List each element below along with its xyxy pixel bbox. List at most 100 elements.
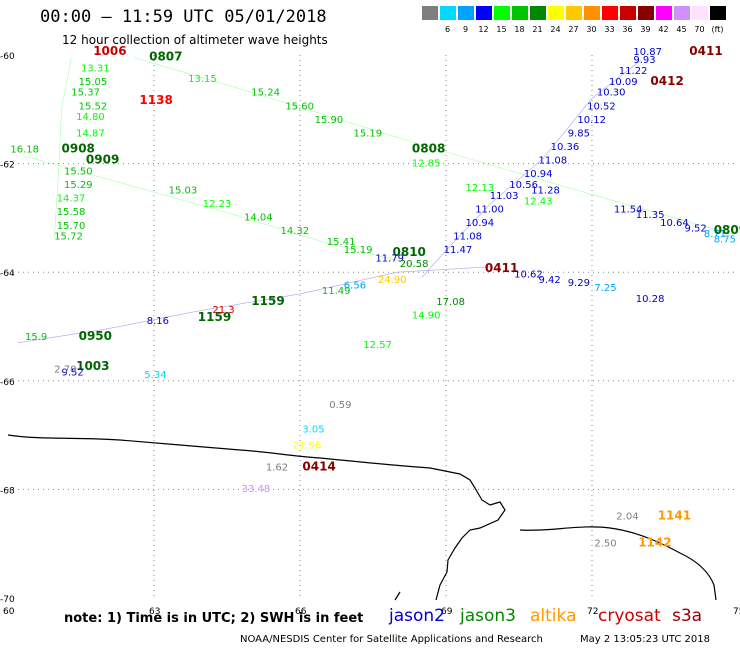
pass-time-label: 1006 [93,44,126,58]
wave-height-value: 15.90 [315,115,344,126]
color-swatch [656,6,673,20]
wave-height-value: 11.35 [636,210,665,221]
color-scale-label: 9 [462,25,469,34]
lon-tick-label: 75 [733,607,740,617]
pass-time-label: 0807 [149,49,182,63]
wave-height-value: 12.57 [363,340,392,351]
wave-height-value: 0.59 [329,400,351,411]
color-scale-label: (ft) [711,25,724,34]
color-swatch [548,6,565,20]
color-scale-label: 70 [694,25,705,34]
lat-lon-grid [8,55,738,598]
color-scale-label: 21 [532,25,543,34]
wave-height-value: 16.18 [10,145,39,156]
wave-height-value: 2.04 [616,511,638,522]
color-swatch [602,6,619,20]
wave-height-value: 10.09 [609,77,638,88]
color-scale-label: 6 [444,25,451,34]
wave-height-value: 15.19 [344,245,373,256]
color-swatch [494,6,511,20]
track-line [134,57,734,235]
note-text: note: 1) Time is in UTC; 2) SWH is in fe… [64,611,364,626]
wave-height-value: 11.03 [490,191,519,202]
wave-height-value: 7.25 [594,283,616,294]
color-scale-label: 18 [514,25,525,34]
color-swatch [530,6,547,20]
wave-height-value: 15.50 [64,167,93,178]
footer-timestamp: May 2 13:05:23 UTC 2018 [580,634,710,645]
wave-height-value: 14.80 [76,112,105,123]
wave-height-value: 15.60 [285,101,314,112]
wave-height-value: 21.3 [212,305,234,316]
pass-time-label: 1141 [658,508,691,522]
wave-height-value: 9.93 [633,55,655,66]
wave-height-value: 11.49 [322,286,351,297]
track-line [53,57,72,240]
wave-height-value: 10.87 [633,47,662,58]
wave-height-value: 21.96 [293,441,322,452]
wave-height-value: 11.54 [614,205,643,216]
wave-height-value: 10.12 [577,115,606,126]
color-scale-label: 33 [604,25,615,34]
wave-height-value: 12.43 [524,196,553,207]
wave-height-value: 10.28 [636,294,665,305]
color-scale-label: 27 [568,25,579,34]
pass-time-label: 0411 [485,261,518,275]
wave-height-value: 15.19 [354,128,383,139]
wave-height-value: 15.24 [251,88,280,99]
wave-height-value: 15.03 [169,186,198,197]
wave-height-value: 1.62 [266,462,288,473]
lat-tick-label: -70 [0,595,15,605]
lat-tick-label: -64 [0,269,15,279]
lat-tick-label: -62 [0,161,15,171]
wave-height-value: 11.22 [619,66,648,77]
lon-tick-label: 60 [3,607,15,617]
wave-height-value: 15.9 [25,332,47,343]
wave-height-value: 20.58 [400,259,429,270]
wave-height-value: 15.29 [64,180,93,191]
wave-height-value: 14.87 [76,128,105,139]
lon-tick-label: 69 [441,607,453,617]
color-swatch [440,6,457,20]
wave-height-value: 15.58 [57,207,86,218]
wave-height-value: 33.48 [242,484,271,495]
pass-time-label: 0908 [62,142,95,156]
color-scale-label: 30 [586,25,597,34]
wave-height-value: 9.29 [568,278,590,289]
satellite-legend-jason2: jason2 [389,606,445,626]
color-scale-label: 12 [478,25,489,34]
pass-time-label: 1159 [198,310,231,324]
pass-time-label: 1138 [139,93,172,107]
pass-time-label: 1003 [76,359,109,373]
color-swatch [674,6,691,20]
wave-height-value: 9.52 [685,224,707,235]
wave-height-value: 9.52 [62,367,84,378]
color-swatch [566,6,583,20]
color-scale-label: 45 [676,25,687,34]
color-swatch [476,6,493,20]
wave-height-value: 13.15 [188,74,217,85]
pass-time-label: 0808 [412,142,445,156]
wave-height-value: 10.64 [660,218,689,229]
wave-height-value: 11.28 [531,186,560,197]
wave-height-value: 14.37 [57,194,86,205]
chart-subtitle: 12 hour collection of altimeter wave hei… [62,33,328,47]
wave-height-value: 5.34 [144,370,166,381]
pass-time-label: 0810 [393,245,426,259]
pass-time-label: 0909 [86,153,119,167]
wave-height-value: 12.13 [466,183,495,194]
wave-height-value: 8.75 [714,234,736,245]
pass-time-label: 0411 [689,44,722,58]
wave-height-value: 10.62 [514,270,543,281]
wave-height-value: 13.31 [81,63,110,74]
wave-height-value: 14.90 [412,310,441,321]
color-swatch [458,6,475,20]
wave-height-value: 10.30 [597,88,626,99]
axis-labels: 60 63 66 69 72 75 -60 -62 -64 -66 -68 -70 [0,52,740,617]
wave-height-value: 15.05 [79,77,108,88]
wave-height-value: 8.71 [704,229,726,240]
wave-height-value: 3.05 [302,424,324,435]
wave-height-value: 2.70 [54,365,76,376]
color-swatch [422,6,439,20]
